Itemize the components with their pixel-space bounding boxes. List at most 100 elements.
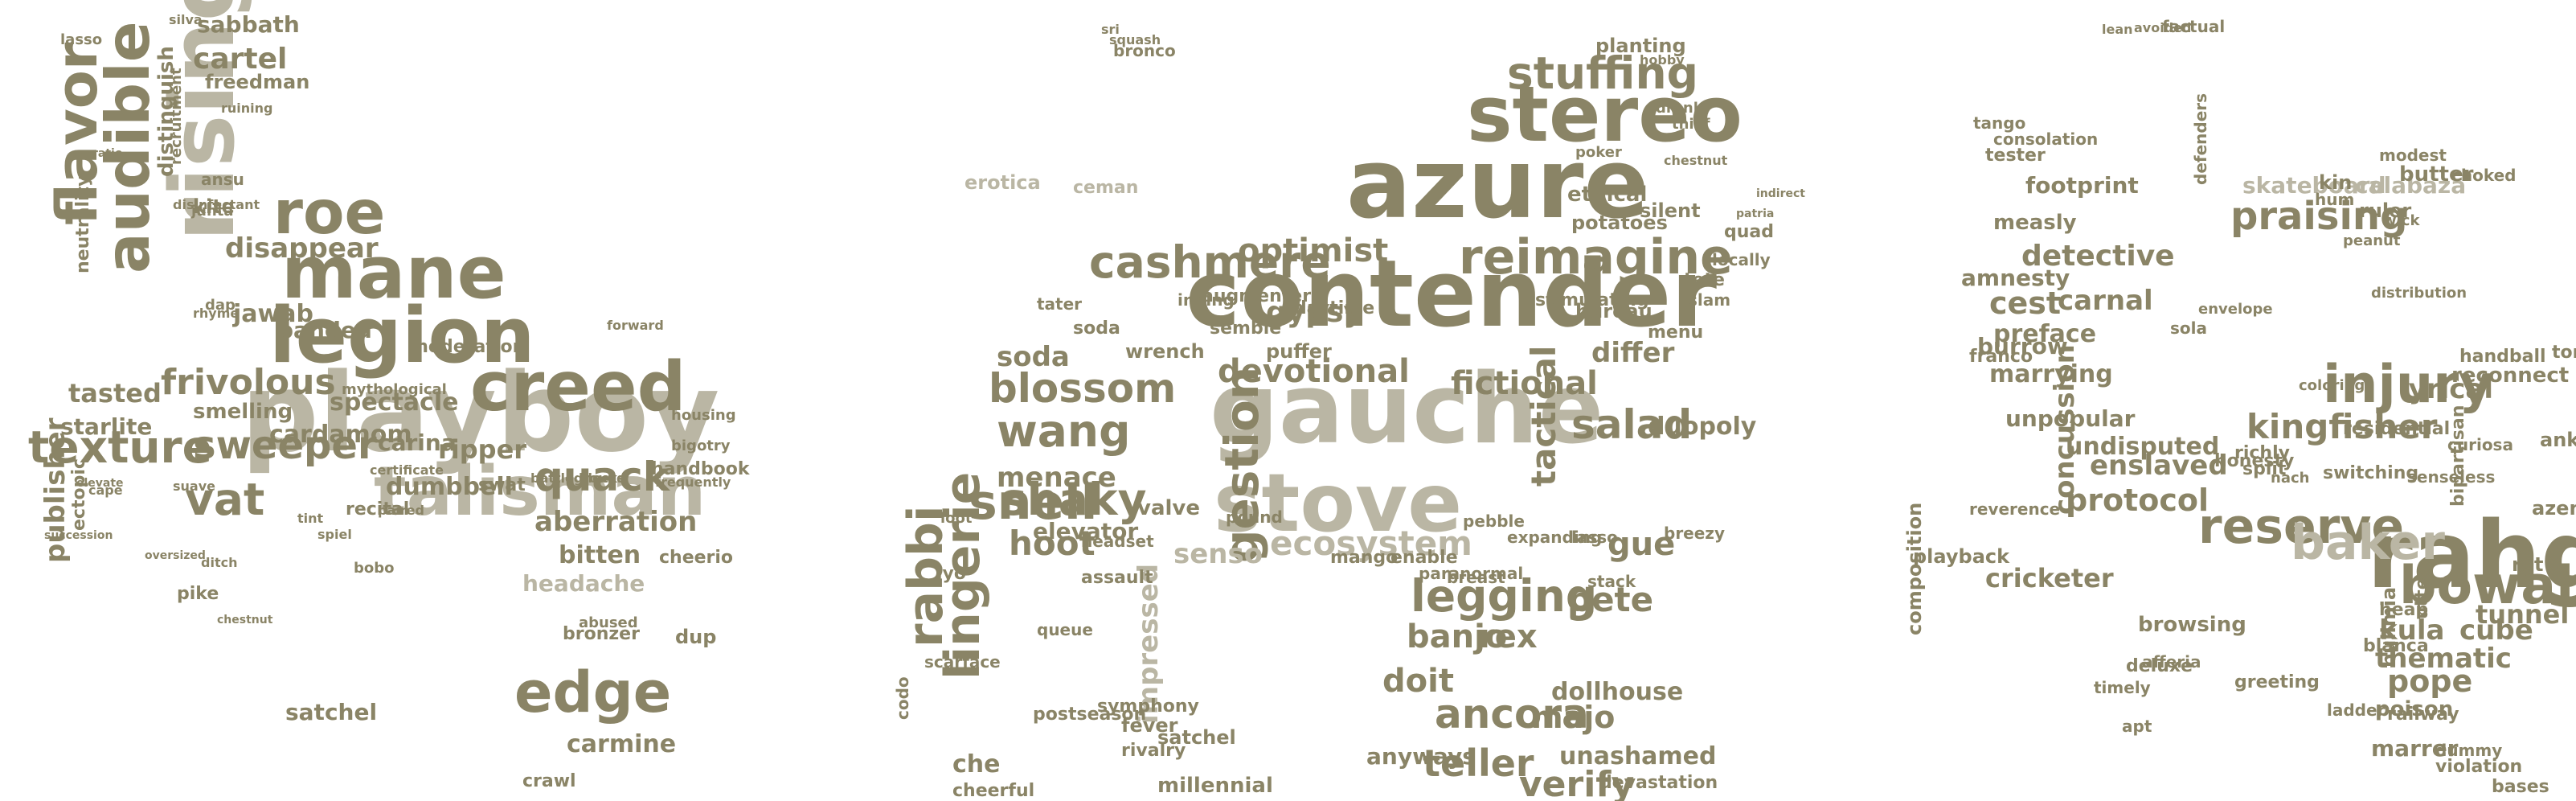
cloud-word-deluxe: deluxe xyxy=(2126,656,2193,676)
cloud-word-audible: audible xyxy=(92,21,163,273)
cloud-word-recruitment: recruitment xyxy=(168,68,185,165)
cloud-word-talisman: talisman xyxy=(374,452,706,532)
cloud-word-distinguish: distinguish xyxy=(154,46,178,177)
cloud-word-menace: menace xyxy=(997,462,1116,494)
cloud-word-cardamom: cardamom xyxy=(269,421,412,449)
cloud-word-apt: apt xyxy=(2122,717,2152,736)
cloud-word-handball: handball xyxy=(2459,347,2546,367)
cloud-word-enable: enable xyxy=(1390,548,1458,568)
cloud-word-detective: detective xyxy=(2021,240,2175,273)
cloud-word-tester: tester xyxy=(1985,146,2046,166)
cloud-word-poker: poker xyxy=(1575,144,1622,161)
cloud-word-devastation: devastation xyxy=(1599,773,1718,793)
cloud-word-pike: pike xyxy=(177,584,219,604)
cloud-word-rahga: rahga xyxy=(2367,502,2576,610)
cloud-word-dumbbell: dumbbell xyxy=(386,473,513,501)
cloud-word-tasted: tasted xyxy=(68,378,162,409)
cloud-word-coloring: coloring xyxy=(2299,377,2365,394)
cloud-word-flavor: flavor xyxy=(44,42,110,225)
cloud-word-ditch: ditch xyxy=(201,555,237,570)
cloud-word-drank: drank xyxy=(1656,100,1704,117)
cloud-word-elevator: elevator xyxy=(1033,518,1138,544)
cloud-word-bitten: bitten xyxy=(559,541,641,569)
cloud-word-edge: edge xyxy=(514,659,671,725)
cloud-word-majo: majo xyxy=(1531,700,1615,735)
cloud-word-assault: assault xyxy=(1081,568,1153,588)
cloud-word-timely: timely xyxy=(2094,678,2151,697)
cloud-word-dummy: dummy xyxy=(2435,741,2502,760)
cloud-word-che: che xyxy=(952,750,1001,778)
cloud-word-cricketer: cricketer xyxy=(1985,563,2114,594)
cloud-word-concussion: concussion xyxy=(2049,344,2081,515)
cloud-word-modest: modest xyxy=(2379,146,2447,165)
cloud-word-factual: factual xyxy=(2162,17,2225,36)
cloud-word-playboy: playboy xyxy=(241,350,719,476)
cloud-word-rabbi: rabbi xyxy=(898,505,954,647)
cloud-word-certificate: certificate xyxy=(370,462,444,478)
cloud-word-cube: cube xyxy=(2459,614,2533,647)
cloud-word-composition: composition xyxy=(1903,503,1926,635)
cloud-word-satchel: satchel xyxy=(285,699,377,725)
cloud-word-blocks: blocks xyxy=(579,470,625,486)
cloud-word-lyrical: lyrical xyxy=(2399,373,2493,405)
cloud-word-franco: franco xyxy=(1969,347,2033,367)
cloud-word-dollhouse: dollhouse xyxy=(1551,678,1683,706)
cloud-word-ancora: ancora xyxy=(1435,691,1589,737)
word-cloud-right-shape: rahgainjuryreservebakerbowaltpraisingkin… xyxy=(1903,17,2576,797)
cloud-word-nach: nach xyxy=(2271,470,2309,487)
cloud-word-marrer: marrer xyxy=(2371,735,2459,762)
cloud-word-fictional: fictional xyxy=(1451,365,1598,402)
cloud-word-kin: kin xyxy=(2319,171,2352,194)
cloud-word-cape: cape xyxy=(88,483,123,498)
cloud-word-recital: recital xyxy=(346,499,409,520)
cloud-word-senso: senso xyxy=(1173,538,1263,570)
cloud-word-oversized: oversized xyxy=(145,549,206,562)
cloud-word-gauche: gauche xyxy=(1210,354,1603,466)
cloud-word-bulimia: bulimia xyxy=(2377,587,2400,668)
cloud-word-bobo: bobo xyxy=(354,560,395,577)
cloud-word-rising: rising xyxy=(151,0,254,241)
cloud-word-mane: mane xyxy=(281,231,506,315)
cloud-word-silent: silent xyxy=(1640,199,1701,222)
cloud-word-frequently: frequently xyxy=(655,474,731,490)
cloud-word-azure: azure xyxy=(1346,129,1649,240)
cloud-word-stove: stove xyxy=(1214,456,1462,550)
cloud-word-frivolous: frivolous xyxy=(161,362,336,403)
cloud-word-senseless: senseless xyxy=(2407,467,2495,487)
cloud-word-queue: queue xyxy=(1037,620,1093,639)
cloud-word-bowalt: bowalt xyxy=(2399,556,2576,616)
cloud-word-thief: thief xyxy=(1672,116,1710,133)
cloud-word-ankle: ankle xyxy=(2540,429,2576,451)
cloud-word-menu: menu xyxy=(1648,322,1703,343)
cloud-word-tint: tint xyxy=(297,511,324,526)
cloud-word-carmine: carmine xyxy=(567,730,676,758)
cloud-word-neutrality: neutrality xyxy=(73,175,93,273)
cloud-word-impressed: impressed xyxy=(1132,564,1165,724)
cloud-word-kula: kula xyxy=(2379,614,2444,647)
cloud-word-amnesty: amnesty xyxy=(1961,265,2070,291)
cloud-word-split: split xyxy=(2242,459,2287,479)
cloud-word-semble: semble xyxy=(1210,318,1281,339)
cloud-word-wick: wick xyxy=(2383,212,2420,229)
cloud-word-roe: roe xyxy=(273,177,385,248)
cloud-word-greeting: greeting xyxy=(2234,672,2320,692)
cloud-word-praising: praising xyxy=(2230,194,2407,239)
cloud-word-symphony: symphony xyxy=(1097,696,1199,717)
cloud-word-headset: headset xyxy=(1081,532,1154,551)
cloud-word-cheerful: cheerful xyxy=(952,781,1034,801)
cloud-word-quad: quad xyxy=(1724,222,1774,242)
cloud-word-anyways: anyways xyxy=(1366,743,1476,770)
cloud-word-afferia: afferia xyxy=(2142,652,2201,672)
cloud-word-headache: headache xyxy=(522,570,645,597)
cloud-word-kingfisher: kingfisher xyxy=(2246,407,2438,446)
cloud-word-mythological: mythological xyxy=(342,381,447,398)
cloud-word-hum: hum xyxy=(2315,190,2354,209)
cloud-word-residential: residential xyxy=(2343,419,2450,439)
cloud-word-aberration: aberration xyxy=(534,506,697,538)
cloud-word-scarface: scarface xyxy=(924,652,1001,672)
cloud-word-switching: switching xyxy=(2323,463,2418,483)
cloud-word-lean: lean xyxy=(2102,22,2133,37)
cloud-word-unpopular: unpopular xyxy=(2005,405,2136,432)
cloud-word-postseason: postseason xyxy=(1033,704,1146,725)
